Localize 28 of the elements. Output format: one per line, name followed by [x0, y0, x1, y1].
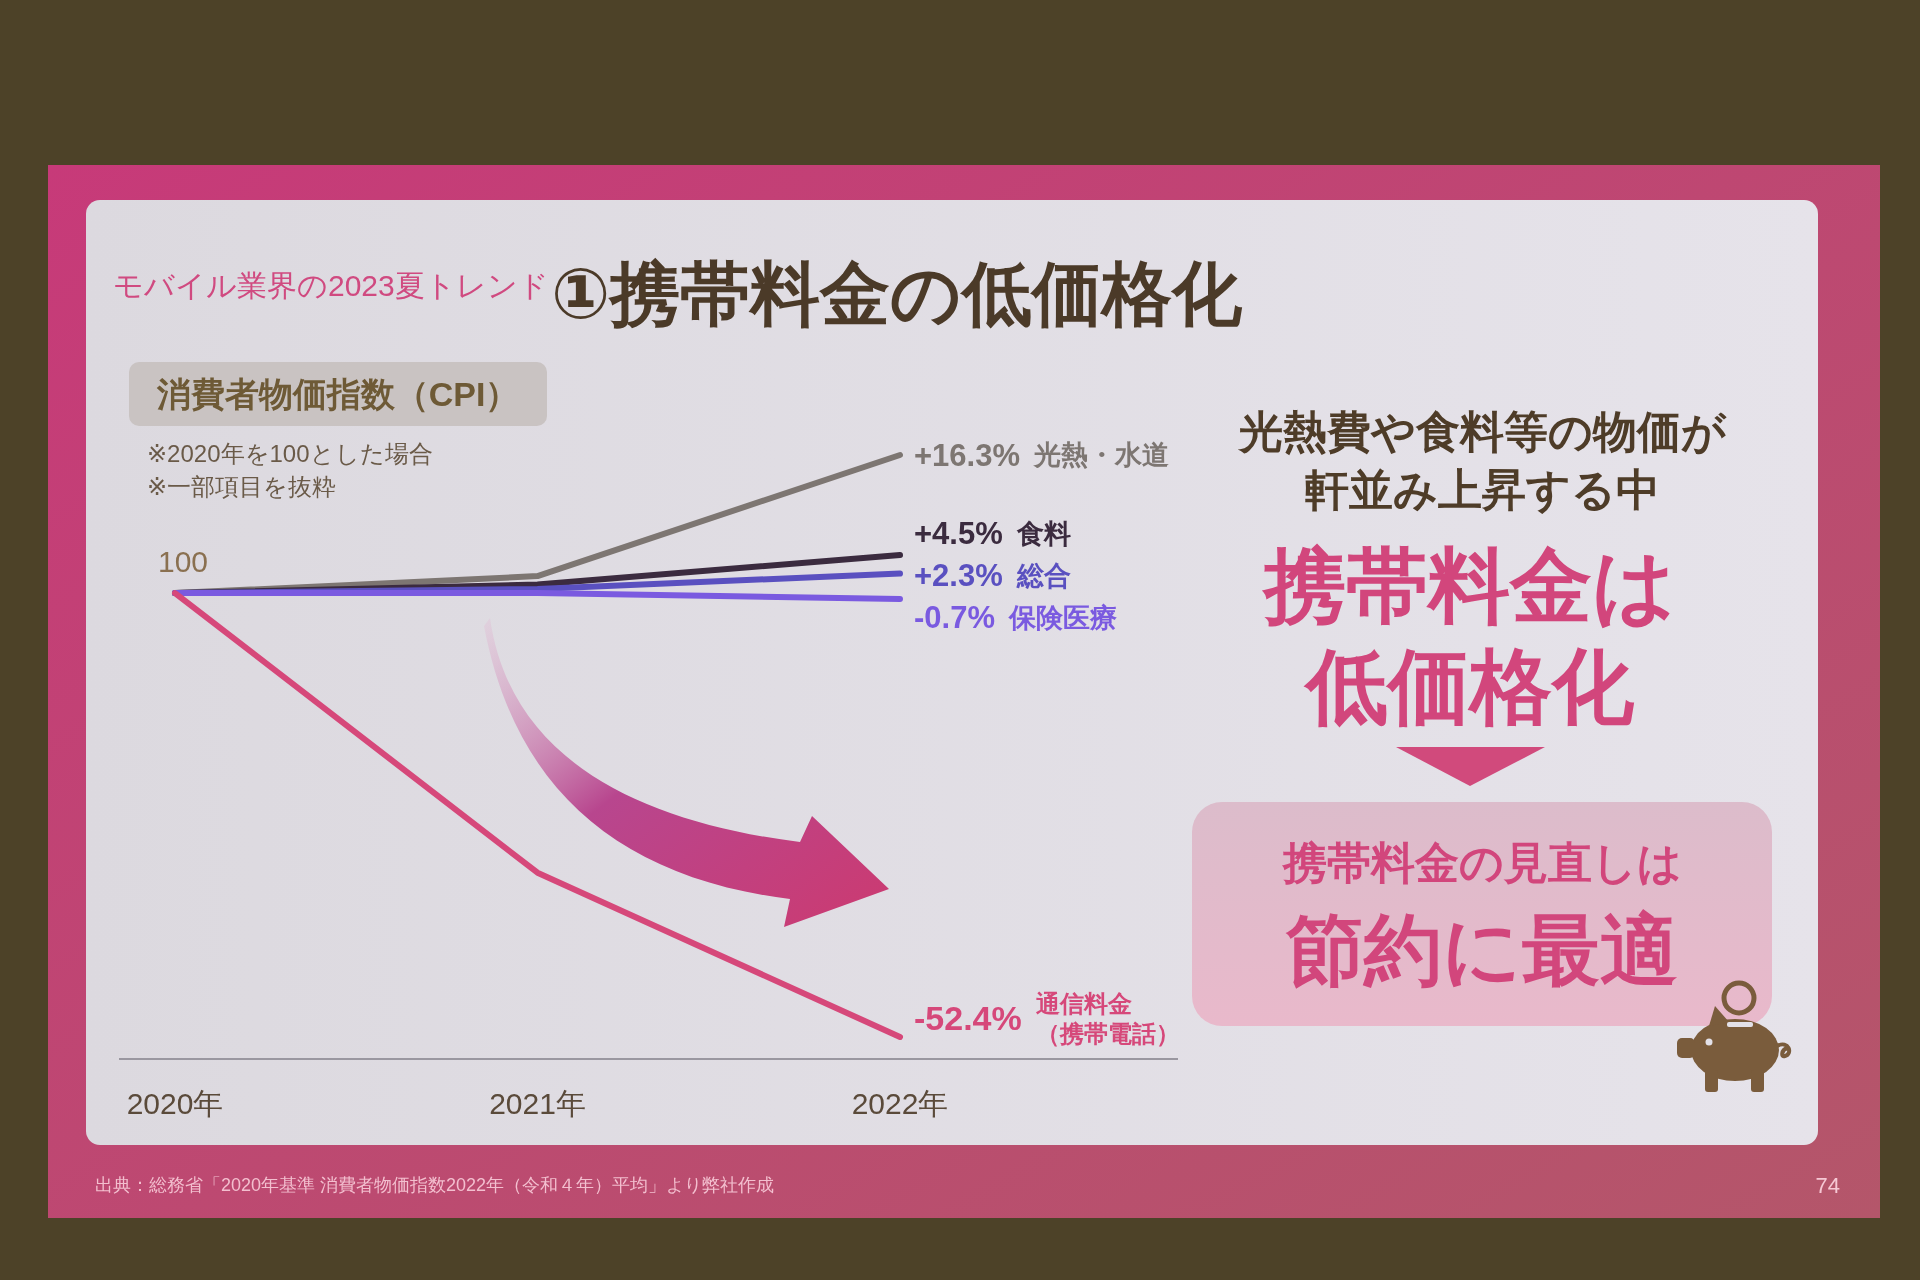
- text: 軒並み上昇する中: [1304, 464, 1660, 514]
- data-label: +4.5%: [914, 516, 1003, 552]
- text: 携帯料金の見直しは: [1280, 837, 1682, 887]
- source-note: 出典：総務省「2020年基準 消費者物価指数2022年（令和４年）平均」より弊社作成: [95, 1175, 775, 1195]
- text: 携帯料金は: [1261, 539, 1676, 631]
- text: 74: [1815, 1172, 1840, 1198]
- text: 光熱・水道: [1033, 440, 1170, 470]
- data-label: +2.3%: [914, 558, 1003, 594]
- text: 保険医療: [1007, 602, 1117, 633]
- data-label: -0.7%: [914, 600, 995, 636]
- chart-title: ①携帯料金の低価格化: [551, 255, 1244, 333]
- text: 総合: [1015, 560, 1071, 591]
- annotation: 100: [157, 544, 209, 578]
- text: 低価格化: [1303, 640, 1635, 732]
- chart-subtitle: モバイル業界の2023夏トレンド: [113, 268, 549, 302]
- text: 節約に最適: [1285, 906, 1678, 994]
- text: 光熱費や食料等の物価が: [1236, 406, 1727, 456]
- text: 通信料金（携帯電話）: [1034, 989, 1180, 1047]
- text: 食料: [1015, 518, 1071, 549]
- x-tick-label: 2020年: [126, 1086, 224, 1120]
- annotation: ※一部項目を抜粋: [147, 472, 337, 500]
- x-tick-label: 2022年: [851, 1086, 949, 1120]
- data-label: -52.4%: [914, 999, 1022, 1037]
- y-axis-title: 消費者物価指数（CPI）: [155, 375, 520, 413]
- x-tick-label: 2021年: [489, 1086, 586, 1120]
- annotation: ※2020年を100とした場合: [147, 439, 433, 467]
- ylabel-box: 消費者物価指数（CPI）: [129, 362, 547, 426]
- data-label: +16.3%: [914, 437, 1021, 473]
